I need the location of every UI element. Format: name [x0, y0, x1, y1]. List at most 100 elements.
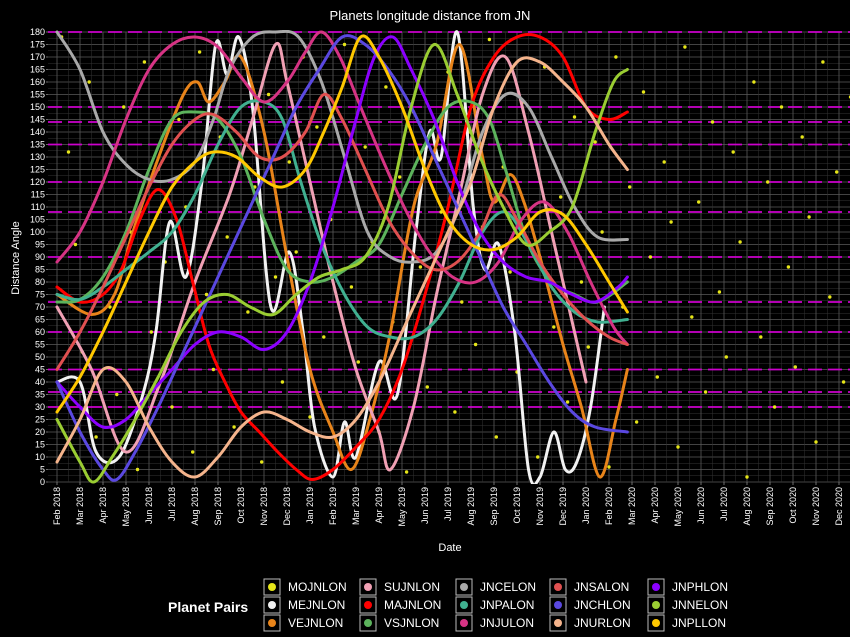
point-mojnlon: [745, 475, 749, 479]
point-mojnlon: [559, 195, 563, 199]
point-mojnlon: [94, 435, 98, 439]
legend-label: SUJNLON: [384, 580, 440, 594]
point-mojnlon: [786, 265, 791, 269]
point-mojnlon: [122, 105, 126, 109]
point-mojnlon: [487, 37, 492, 42]
point-mojnlon: [607, 465, 611, 469]
point-mojnlon: [835, 170, 839, 174]
y-tick-label: 50: [35, 352, 45, 362]
legend-item-mejnlon: MEJNLON: [263, 596, 345, 614]
x-tick-label: Jan 2020: [581, 487, 591, 524]
point-mojnlon: [349, 285, 354, 289]
point-mojnlon: [841, 380, 846, 384]
x-tick-label: May 2019: [397, 487, 407, 527]
x-tick-label: Dec 2019: [558, 487, 568, 526]
x-tick-label: Jul 2018: [167, 487, 177, 521]
point-mojnlon: [683, 45, 687, 49]
x-tick-label: Sep 2020: [765, 487, 775, 526]
point-mojnlon: [73, 242, 78, 247]
x-tick-label: Mar 2019: [351, 487, 361, 525]
point-mojnlon: [814, 440, 818, 444]
y-tick-label: 145: [30, 115, 45, 125]
legend-item-jnnelon: JNNELON: [647, 596, 728, 614]
point-mojnlon: [66, 150, 71, 154]
legend-label: JNPALON: [480, 598, 534, 612]
point-mojnlon: [322, 335, 326, 339]
point-mojnlon: [135, 467, 140, 472]
point-mojnlon: [766, 180, 770, 184]
y-tick-label: 180: [30, 27, 45, 37]
legend-label: JNPLLON: [672, 616, 726, 630]
point-mojnlon: [710, 120, 715, 124]
y-tick-label: 55: [35, 340, 45, 350]
point-mojnlon: [211, 367, 216, 372]
legend-swatch: [364, 619, 372, 627]
point-mojnlon: [586, 345, 590, 349]
legend-swatch: [652, 619, 660, 627]
point-mojnlon: [821, 60, 825, 64]
y-tick-label: 170: [30, 52, 45, 62]
series-line-majnlon: [55, 33, 629, 481]
legend: Planet Pairs MOJNLON SUJNLON JNCELON JNSALO…: [168, 578, 728, 632]
point-mojnlon: [425, 385, 429, 389]
point-mojnlon: [648, 255, 653, 259]
legend-label: JNSALON: [574, 580, 629, 594]
y-tick-label: 95: [35, 240, 45, 250]
y-tick-label: 85: [35, 265, 45, 275]
y-tick-label: 25: [35, 415, 45, 425]
legend-swatch: [460, 619, 468, 627]
y-tick-label: 10: [35, 452, 45, 462]
x-tick-label: Dec 2018: [282, 487, 292, 526]
y-tick-label: 110: [31, 202, 45, 212]
x-tick-label: Apr 2019: [374, 487, 384, 524]
point-mojnlon: [363, 145, 367, 149]
y-tick-label: 155: [30, 90, 45, 100]
point-mojnlon: [828, 295, 832, 299]
point-mojnlon: [418, 265, 423, 269]
y-tick-label: 105: [30, 215, 45, 225]
point-mojnlon: [772, 405, 777, 409]
x-tick-label: Mar 2020: [627, 487, 637, 525]
point-mojnlon: [453, 410, 457, 414]
point-mojnlon: [565, 400, 570, 404]
point-mojnlon: [315, 125, 319, 129]
point-mojnlon: [793, 365, 797, 369]
point-mojnlon: [536, 455, 540, 459]
point-mojnlon: [342, 42, 347, 47]
legend-label: JNNELON: [672, 598, 728, 612]
x-tick-label: Feb 2020: [604, 487, 614, 525]
series-line-jnjulon: [55, 30, 629, 346]
x-tick-label: Aug 2018: [190, 487, 200, 526]
y-axis: 0 5 10 15 20 25 30 35 40 45 50 55 60 65 70 75 80 85 90 95 10…: [30, 27, 48, 487]
legend-swatch: [554, 601, 562, 609]
legend-item-jnphlon: JNPHLON: [647, 578, 728, 596]
legend-item-mojnlon: MOJNLON: [263, 578, 347, 596]
legend-swatch: [554, 619, 562, 627]
point-mojnlon: [204, 292, 209, 297]
point-mojnlon: [191, 450, 195, 454]
point-mojnlon: [87, 80, 91, 84]
point-mojnlon: [731, 150, 735, 154]
series-line-jnsalon: [55, 92, 629, 371]
x-tick-label: Jun 2019: [420, 487, 430, 524]
point-mojnlon: [779, 105, 784, 109]
point-mojnlon: [628, 185, 632, 189]
point-mojnlon: [662, 160, 666, 164]
point-mojnlon: [142, 60, 147, 64]
legend-swatch: [364, 583, 372, 591]
y-tick-label: 75: [35, 290, 45, 300]
x-tick-label: Jan 2019: [305, 487, 315, 524]
x-axis: Feb 2018 Mar 2018 Apr 2018 May 2018 Jun 2018…: [52, 482, 844, 527]
point-mojnlon: [266, 92, 271, 97]
legend-item-jnjulon: JNJULON: [455, 614, 534, 632]
x-tick-label: Aug 2020: [742, 487, 752, 526]
chart-title: Planets longitude distance from JN: [330, 8, 531, 23]
point-mojnlon: [717, 290, 722, 294]
x-tick-label: Jun 2018: [144, 487, 154, 524]
legend-label: JNCHLON: [574, 598, 631, 612]
y-tick-label: 30: [35, 402, 45, 412]
y-tick-label: 165: [30, 65, 45, 75]
series-line-jnurlon: [55, 56, 629, 479]
series-layer: [55, 30, 850, 484]
